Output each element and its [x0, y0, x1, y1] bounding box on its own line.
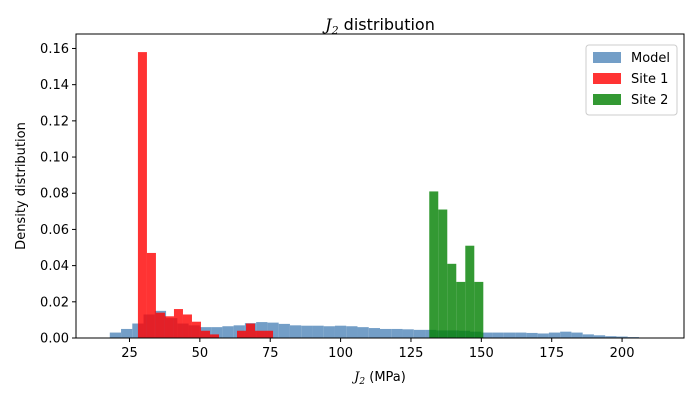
- bar-model: [289, 325, 302, 338]
- x-tick-label: 125: [399, 346, 424, 361]
- bar-site-1: [200, 330, 210, 338]
- legend-swatch-site-1: [593, 73, 621, 84]
- y-tick-label: 0.06: [40, 223, 69, 238]
- legend-swatch-site-2: [593, 94, 621, 105]
- bar-site-1: [146, 252, 156, 338]
- bar-model: [537, 333, 549, 338]
- bar-site-2: [456, 281, 466, 338]
- bar-site-1: [209, 334, 219, 338]
- x-axis-ticks: 25 50 75 100 125 150 175 200: [121, 338, 634, 361]
- bar-site-1: [182, 314, 192, 338]
- x-tick-label: 200: [610, 346, 635, 361]
- bar-model: [503, 332, 516, 338]
- x-tick-label: 150: [469, 346, 494, 361]
- axes-frame: [75, 33, 685, 339]
- bar-site-2: [465, 245, 475, 338]
- x-tick-label: 175: [539, 346, 564, 361]
- bar-site-1: [155, 312, 165, 338]
- x-tick-label: 50: [192, 346, 209, 361]
- bar-model: [571, 332, 583, 338]
- bars-layer: [109, 52, 639, 338]
- y-tick-label: 0.02: [40, 295, 69, 310]
- legend-label-model: Model: [631, 51, 670, 66]
- bar-model: [526, 332, 538, 338]
- bar-model: [560, 331, 572, 338]
- bar-model: [515, 332, 527, 338]
- x-axis-label: J2 (MPa): [351, 370, 406, 387]
- bar-site-2: [447, 263, 457, 338]
- legend: Model Site 1 Site 2: [585, 44, 678, 116]
- x-tick-label: 75: [262, 346, 279, 361]
- bar-model: [402, 329, 414, 338]
- bar-model: [312, 325, 324, 338]
- bar-model: [346, 326, 358, 338]
- bar-model: [267, 322, 279, 338]
- bar-model: [301, 325, 313, 338]
- bar-model: [380, 328, 392, 338]
- legend-label-site-1: Site 1: [631, 72, 668, 87]
- bar-model: [121, 328, 133, 338]
- chart-title: J2 distribution: [322, 15, 435, 37]
- y-tick-label: 0.16: [40, 42, 69, 57]
- y-tick-label: 0.04: [40, 259, 69, 274]
- bar-model: [605, 336, 617, 338]
- y-tick-label: 0.10: [40, 151, 69, 166]
- x-tick-label: 25: [121, 346, 138, 361]
- bar-site-1: [164, 316, 174, 338]
- bar-site-2: [429, 191, 439, 338]
- bar-model: [413, 329, 426, 338]
- legend-swatch-model: [593, 52, 621, 63]
- bar-site-1: [237, 330, 247, 338]
- bar-site-1: [264, 330, 274, 338]
- y-axis-label: Density distribution: [14, 122, 29, 250]
- bar-site-1: [191, 321, 201, 338]
- bar-site-1: [173, 309, 183, 338]
- bar-site-2: [474, 281, 484, 338]
- y-axis-ticks: 0.00 0.02 0.04 0.06 0.08 0.10 0.12 0.14 0.16: [40, 42, 76, 347]
- bar-model: [391, 328, 403, 338]
- bar-model: [368, 328, 380, 338]
- bar-model: [222, 326, 234, 338]
- bar-site-1: [137, 52, 147, 338]
- x-tick-label: 100: [328, 346, 353, 361]
- y-tick-label: 0.12: [40, 114, 69, 129]
- bar-model: [109, 332, 122, 338]
- y-tick-label: 0.14: [40, 78, 69, 93]
- bar-site-1: [246, 323, 256, 338]
- bar-site-2: [438, 209, 448, 338]
- y-tick-label: 0.00: [40, 332, 69, 347]
- bar-model: [593, 335, 606, 338]
- bar-model: [334, 325, 347, 338]
- bar-model: [211, 327, 223, 338]
- bar-model: [548, 332, 561, 338]
- bar-model: [492, 332, 504, 338]
- y-tick-label: 0.08: [40, 187, 69, 202]
- bar-model: [278, 323, 290, 338]
- bar-model: [481, 332, 493, 338]
- plot-area: [76, 34, 684, 338]
- bar-model: [616, 336, 628, 338]
- bar-model: [582, 334, 594, 338]
- bar-model: [323, 326, 335, 338]
- bar-site-1: [255, 330, 265, 338]
- bar-model: [256, 322, 268, 338]
- legend-label-site-2: Site 2: [631, 93, 668, 108]
- bar-model: [357, 327, 369, 338]
